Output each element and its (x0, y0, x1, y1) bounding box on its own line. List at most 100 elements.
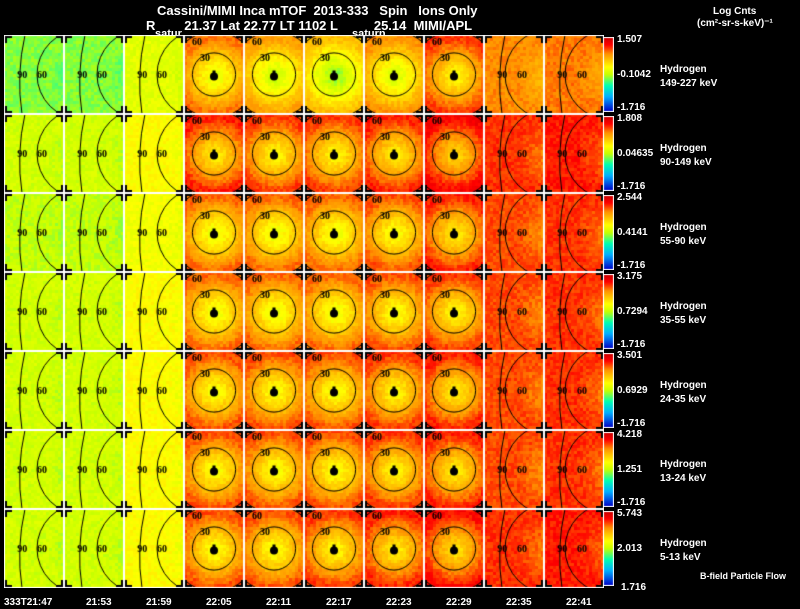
sky-image-panel (64, 509, 124, 588)
sky-image-panel (304, 193, 364, 272)
sky-image-panel (124, 35, 184, 114)
sky-image-panel (544, 351, 604, 430)
colorbar (603, 432, 614, 507)
sky-image-panel (304, 35, 364, 114)
sky-image-panel (124, 509, 184, 588)
time-tick-label: 22:29 (446, 597, 472, 608)
sky-image-panel (244, 114, 304, 193)
sky-image-panel (184, 272, 244, 351)
colorbar-mid-label: 2.013 (617, 542, 643, 554)
colorbar (603, 353, 614, 428)
sky-image-panel (304, 114, 364, 193)
sky-image-panel (244, 430, 304, 509)
colorbar-mid-label: 0.04635 (617, 147, 654, 159)
sky-image-panel (364, 35, 424, 114)
colorbar-mid-label: 0.7294 (617, 305, 648, 317)
sky-image-panel (544, 509, 604, 588)
chart-subtitle: R 21.37 Lat 22.77 LT 1102 L 25.14 MIMI/A… (146, 18, 473, 33)
sky-image-panel (64, 430, 124, 509)
species-energy-label: Hydrogen 90-149 keV (660, 142, 712, 168)
sky-image-panel (364, 114, 424, 193)
time-tick-label: 22:17 (326, 597, 352, 608)
sky-image-panel (364, 351, 424, 430)
chart-title: Cassini/MIMI Inca mTOF 2013-333 Spin Ion… (157, 3, 478, 18)
colorbar-max-label: 3.501 (617, 350, 643, 361)
colorbar-min-label: -1.716 (617, 418, 646, 429)
sky-image-panel (304, 351, 364, 430)
sky-image-panel (64, 35, 124, 114)
colorbar-max-label: 1.507 (617, 34, 643, 45)
image-panel-grid (4, 35, 604, 588)
sky-image-panel (484, 35, 544, 114)
sky-image-panel (484, 430, 544, 509)
time-tick-label: 21:53 (86, 597, 112, 608)
species-energy-label: Hydrogen 24-35 keV (660, 379, 707, 405)
colorbar-mid-label: -0.1042 (617, 68, 651, 80)
sky-image-panel (424, 509, 484, 588)
sky-image-panel (244, 35, 304, 114)
sky-image-panel (364, 193, 424, 272)
sky-image-panel (64, 193, 124, 272)
sky-image-panel (424, 193, 484, 272)
sky-image-panel (364, 509, 424, 588)
colorbar (603, 274, 614, 349)
species-energy-label: Hydrogen 35-55 keV (660, 300, 707, 326)
sky-image-panel (304, 430, 364, 509)
species-energy-label: Hydrogen 5-13 keV (660, 537, 707, 563)
sky-image-panel (484, 272, 544, 351)
colorbar-mid-label: 1.251 (617, 463, 643, 475)
sky-image-panel (304, 509, 364, 588)
sky-image-panel (484, 509, 544, 588)
sky-image-panel (184, 430, 244, 509)
colorbar-min-label: -1.716 (617, 181, 646, 192)
sky-image-panel (4, 272, 64, 351)
sky-image-panel (244, 193, 304, 272)
sky-image-panel (364, 272, 424, 351)
time-tick-label: 21:59 (146, 597, 172, 608)
species-energy-label: Hydrogen 149-227 keV (660, 63, 718, 89)
sky-image-panel (424, 272, 484, 351)
sky-image-panel (244, 509, 304, 588)
colorbar (603, 116, 614, 191)
sky-image-panel (424, 351, 484, 430)
colorbar (603, 511, 614, 586)
sky-image-panel (124, 351, 184, 430)
colorbar-max-label: 4.218 (617, 429, 643, 440)
sky-image-panel (484, 193, 544, 272)
time-tick-label: 22:23 (386, 597, 412, 608)
sky-image-panel (4, 351, 64, 430)
colorbar-min-label: 1.716 (621, 582, 647, 593)
sky-image-panel (4, 114, 64, 193)
sky-image-panel (64, 114, 124, 193)
sky-image-panel (4, 35, 64, 114)
sky-image-panel (544, 272, 604, 351)
sky-image-panel (484, 351, 544, 430)
sky-image-panel (124, 272, 184, 351)
sky-image-panel (184, 509, 244, 588)
colorbar-units-expression: (cm²-sr-s-keV)⁻¹ (697, 18, 773, 29)
sky-image-panel (4, 193, 64, 272)
sky-image-panel (4, 509, 64, 588)
colorbar-max-label: 2.544 (617, 192, 643, 203)
sky-image-panel (424, 430, 484, 509)
sky-image-panel (544, 430, 604, 509)
sky-image-panel (124, 430, 184, 509)
sky-image-panel (184, 35, 244, 114)
colorbar-min-label: -1.716 (617, 102, 646, 113)
sky-image-panel (64, 272, 124, 351)
sky-image-panel (184, 193, 244, 272)
species-energy-label: Hydrogen 55-90 keV (660, 221, 707, 247)
sky-image-panel (244, 272, 304, 351)
sky-image-panel (184, 351, 244, 430)
sky-image-panel (4, 430, 64, 509)
sky-image-panel (544, 193, 604, 272)
time-tick-label: 22:05 (206, 597, 232, 608)
colorbar-max-label: 5.743 (617, 508, 643, 519)
sky-image-panel (124, 193, 184, 272)
colorbar (603, 37, 614, 112)
sky-image-panel (424, 35, 484, 114)
time-tick-label: 22:35 (506, 597, 532, 608)
sky-image-panel (424, 114, 484, 193)
species-energy-label: Hydrogen 13-24 keV (660, 458, 707, 484)
colorbar-mid-label: 0.6929 (617, 384, 648, 396)
